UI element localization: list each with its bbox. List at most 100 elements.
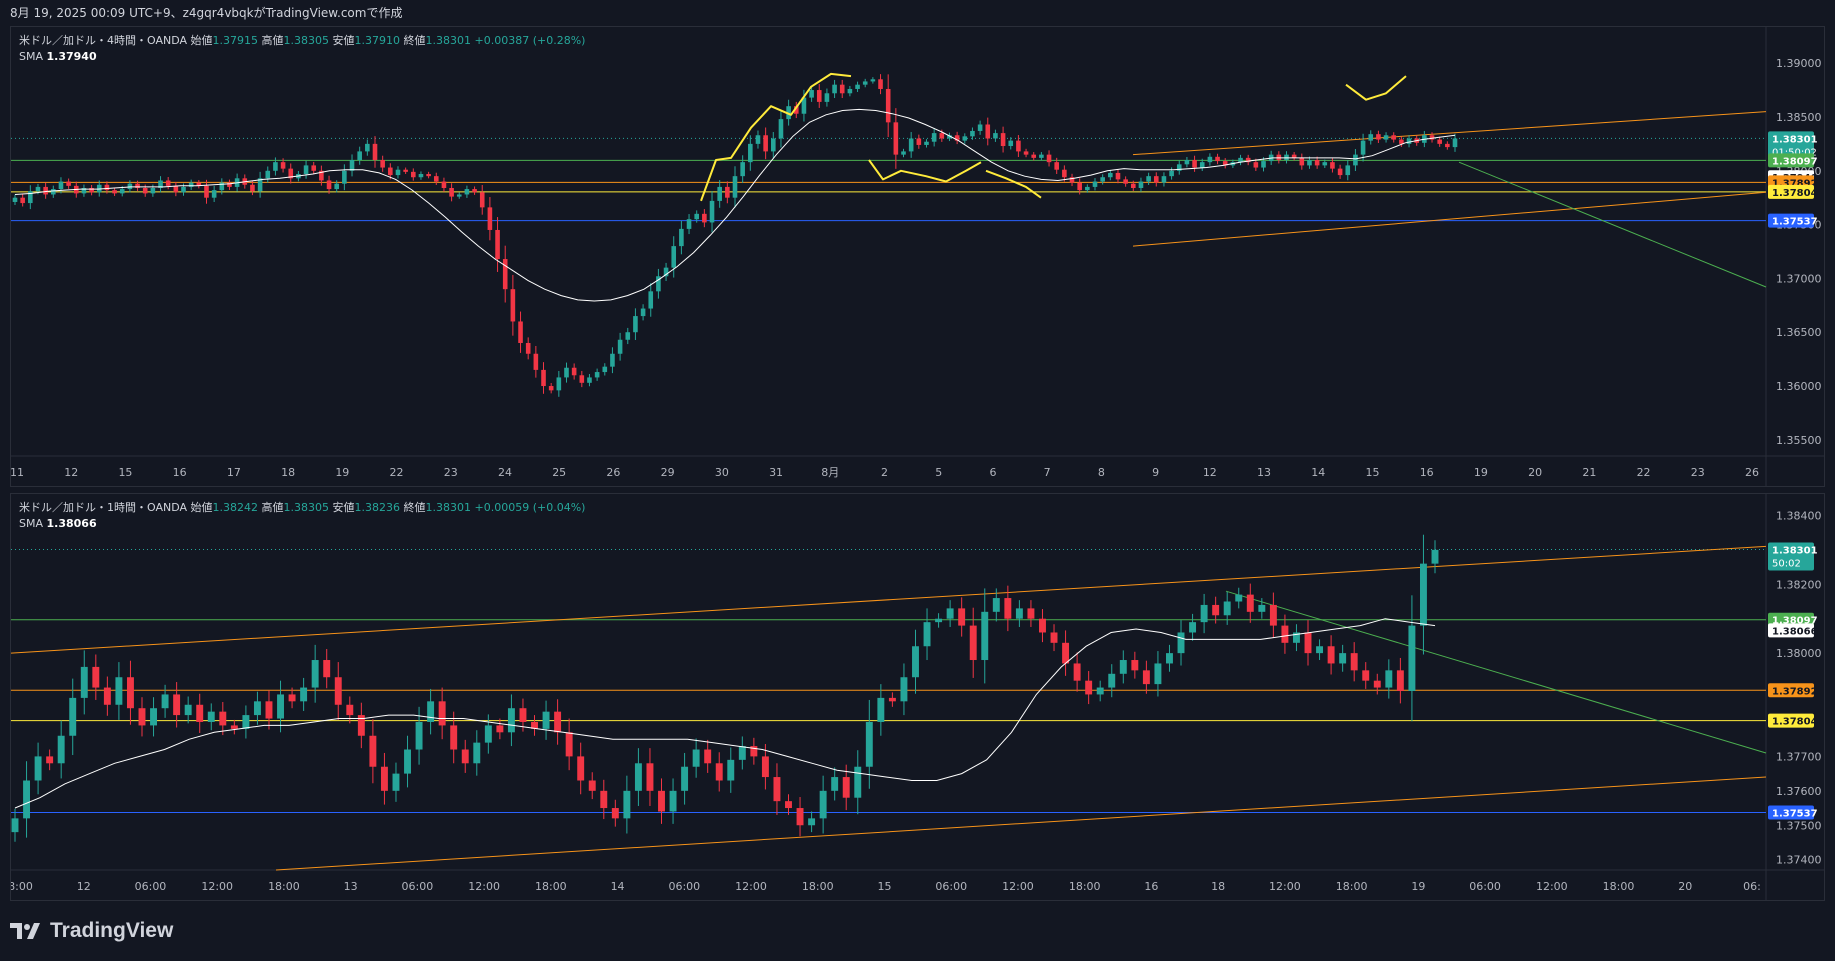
- x-tick-label: 5: [935, 466, 942, 479]
- candle: [1345, 165, 1351, 176]
- chart-4h-canvas[interactable]: 1.390001.385001.380001.375001.370001.365…: [11, 27, 1824, 486]
- x-tick-label: 12:00: [201, 880, 233, 893]
- candle: [142, 187, 148, 194]
- legend-change: +0.00387 (+0.28%): [474, 34, 586, 47]
- candle: [740, 162, 745, 177]
- candle: [663, 267, 669, 277]
- x-tick-label: 12: [77, 880, 91, 893]
- candle: [931, 133, 937, 142]
- candle: [1406, 138, 1412, 144]
- candle: [219, 182, 225, 191]
- candle: [211, 190, 217, 198]
- candle: [855, 84, 860, 89]
- candle: [1261, 161, 1266, 168]
- x-tick-label: 17: [227, 466, 241, 479]
- candle: [411, 171, 416, 178]
- legend-close-label: 終値: [403, 34, 426, 47]
- price-label: 1.38301: [1772, 134, 1818, 145]
- price-label-bg: [1768, 213, 1814, 228]
- chart-panel-4h[interactable]: 1.390001.385001.380001.375001.370001.365…: [10, 26, 1825, 487]
- candle: [184, 704, 192, 716]
- y-tick-label: 1.35500: [1776, 434, 1822, 447]
- candle: [1245, 157, 1251, 163]
- trendline: [275, 776, 1767, 871]
- x-tick-label: 18:00: [802, 880, 834, 893]
- x-tick-label: 22: [1637, 466, 1651, 479]
- chart-1h-canvas[interactable]: 1.38400 1.38200 1.38000 1.37700 1.37600 1.375…: [11, 494, 1824, 900]
- candle: [1027, 608, 1035, 619]
- chart-snapshot-title: 8月 19, 2025 00:09 UTC+9、z4gqr4vbqkがTradi…: [10, 6, 403, 20]
- candle: [679, 228, 684, 247]
- candle: [81, 187, 87, 194]
- candle: [1353, 154, 1358, 166]
- candle: [1016, 140, 1021, 152]
- trendline: [11, 545, 1767, 654]
- y-tick-label: 1.38200: [1776, 578, 1822, 591]
- drawing-annotation: [700, 72, 852, 202]
- candle: [403, 169, 408, 172]
- legend-symbol: 米ドル／加ドル・4時間・OANDA: [19, 34, 188, 47]
- candle: [763, 135, 768, 152]
- candle: [1154, 663, 1162, 685]
- candle: [479, 192, 485, 208]
- candle: [1269, 604, 1277, 626]
- candle: [1050, 632, 1058, 643]
- candle: [1207, 156, 1213, 163]
- candle: [311, 660, 319, 688]
- candle: [778, 119, 784, 139]
- candle: [441, 181, 447, 188]
- x-tick-label: 12:00: [1269, 880, 1301, 893]
- x-tick-label: 15: [118, 466, 132, 479]
- candle: [809, 90, 814, 98]
- legend-high: 1.38305: [283, 501, 330, 514]
- candle: [135, 183, 140, 188]
- candle: [748, 143, 753, 163]
- x-tick-label: 8: [1098, 466, 1105, 479]
- candle: [819, 790, 827, 819]
- candle: [715, 763, 723, 781]
- x-tick-label: 21: [1582, 466, 1596, 479]
- trendline: [1458, 161, 1767, 288]
- candle: [755, 135, 761, 144]
- candle: [686, 219, 692, 229]
- price-label: 1.38066: [1772, 626, 1818, 637]
- candle: [349, 160, 355, 171]
- candle: [380, 160, 385, 168]
- candle: [89, 187, 94, 193]
- candle: [1445, 143, 1450, 148]
- candle: [671, 246, 677, 268]
- legend-low: 1.38236: [354, 501, 401, 514]
- tradingview-brand[interactable]: TradingView: [10, 915, 173, 947]
- candle: [161, 694, 169, 709]
- x-tick-label: 22: [390, 466, 404, 479]
- x-tick-label: 15: [1365, 466, 1379, 479]
- candle: [126, 677, 134, 709]
- candle: [104, 184, 110, 191]
- legend-open-label: 始値: [190, 34, 213, 47]
- price-label-bg: [1768, 683, 1814, 698]
- candle: [1073, 663, 1081, 681]
- candle: [832, 84, 837, 94]
- chart-panel-1h[interactable]: 1.38400 1.38200 1.38000 1.37700 1.37600 1.375…: [10, 493, 1825, 901]
- candle: [1004, 598, 1012, 619]
- candle: [227, 182, 232, 187]
- candle: [564, 367, 569, 378]
- candle: [1062, 642, 1070, 664]
- candle: [150, 708, 157, 726]
- candle: [1031, 154, 1037, 158]
- candle: [1189, 622, 1197, 633]
- candle: [80, 666, 88, 698]
- candle: [717, 186, 722, 201]
- legend-symbol: 米ドル／加ドル・1時間・OANDA: [19, 501, 188, 514]
- candle: [773, 777, 781, 802]
- legend-low-label: 安値: [332, 34, 355, 47]
- candle: [916, 138, 922, 145]
- drawing-annotation: [985, 169, 1042, 199]
- x-tick-label: 12: [64, 466, 78, 479]
- candle: [842, 777, 850, 798]
- price-label: 1.37892: [1772, 178, 1818, 189]
- candle: [242, 715, 250, 729]
- candle: [750, 746, 758, 757]
- candle: [388, 167, 393, 176]
- price-label: 1.38097: [1772, 156, 1818, 167]
